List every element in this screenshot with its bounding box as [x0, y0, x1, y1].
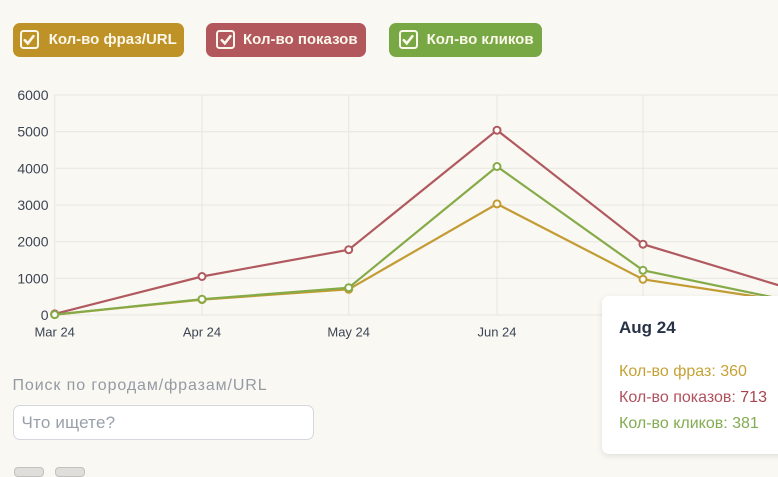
svg-text:5000: 5000 — [17, 124, 48, 140]
svg-text:1000: 1000 — [17, 270, 48, 286]
svg-text:3000: 3000 — [17, 197, 48, 213]
svg-text:4000: 4000 — [17, 160, 48, 176]
svg-text:Mar 24: Mar 24 — [34, 325, 74, 340]
svg-text:0: 0 — [41, 307, 49, 323]
svg-text:6000: 6000 — [17, 87, 48, 103]
svg-text:2000: 2000 — [17, 234, 48, 250]
svg-text:Jun 24: Jun 24 — [477, 325, 516, 340]
svg-text:Apr 24: Apr 24 — [183, 325, 221, 340]
svg-text:May 24: May 24 — [327, 325, 370, 340]
